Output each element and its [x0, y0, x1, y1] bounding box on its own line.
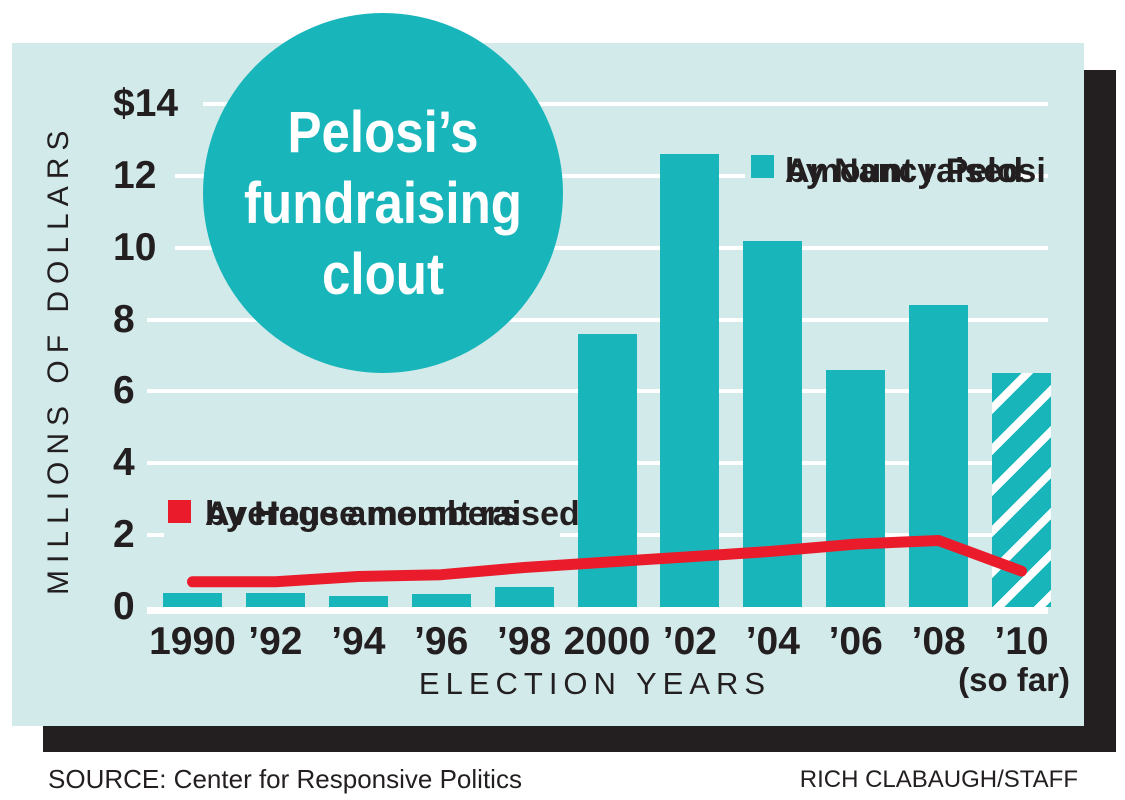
- x-axis-note: (so far): [958, 661, 1070, 698]
- legend-pelosi-line-2: by Nancy Pelosi: [785, 152, 1046, 190]
- legend-pelosi: Amount raised by Nancy Pelosi: [745, 148, 1046, 232]
- title-bubble: Pelosi’s fundraising clout: [203, 13, 563, 373]
- y-tick-label: 4: [113, 441, 135, 485]
- bar-’04: [743, 240, 803, 607]
- y-tick-label: $14: [113, 81, 179, 125]
- y-tick-label: 10: [113, 225, 157, 269]
- source-credit: SOURCE: Center for Responsive Politics: [48, 764, 522, 794]
- x-tick-label: ’02: [662, 620, 717, 663]
- y-tick-label: 8: [113, 297, 135, 341]
- x-tick-label: ’94: [331, 620, 386, 663]
- bar-’10: [992, 373, 1051, 607]
- x-tick-label: ’92: [248, 620, 303, 663]
- gridline-8: [147, 317, 1048, 322]
- bar-’08: [909, 305, 969, 607]
- x-tick-label: 1990: [149, 620, 236, 663]
- bar-’94: [328, 596, 388, 607]
- bar-’98: [494, 587, 554, 607]
- y-axis-title: MILLIONS OF DOLLARS: [42, 123, 75, 595]
- y-tick-label: 6: [113, 369, 135, 413]
- bar-’06: [826, 369, 886, 607]
- title-line-1: Pelosi’s: [287, 100, 479, 165]
- title-line-3: clout: [322, 242, 444, 307]
- legend-house: Average amount raised by House members: [164, 490, 580, 562]
- bar-’96: [411, 594, 471, 607]
- legend-house-line-1: Average amount raised: [205, 495, 580, 533]
- gridline-10: [175, 245, 1048, 250]
- x-tick-label: ’98: [496, 620, 552, 663]
- y-tick-label: 12: [113, 153, 157, 197]
- x-tick-label: 2000: [563, 620, 651, 663]
- legend-pelosi-line-1: Amount raised: [785, 152, 1024, 190]
- bar-1990: [163, 592, 222, 607]
- x-tick-label: ’10: [994, 620, 1049, 663]
- x-tick-label: ’04: [745, 620, 800, 663]
- gridline-0: [147, 607, 1048, 614]
- house-series-swatch: [168, 500, 191, 523]
- bar-2000: [577, 333, 637, 607]
- pelosi-series-swatch: [751, 155, 774, 178]
- y-tick-label: 0: [113, 585, 135, 628]
- gridline-14: [203, 101, 1048, 106]
- title-line-2: fundraising: [244, 171, 522, 236]
- gridline-12: [175, 173, 1048, 178]
- chart-title: Pelosi’s fundraising clout: [225, 13, 542, 310]
- bar-’02: [660, 154, 720, 607]
- legend-house-line-2: by House members: [205, 495, 519, 533]
- bar-’92: [245, 592, 305, 607]
- x-tick-label: ’08: [911, 620, 966, 663]
- y-tick-label: 2: [113, 513, 135, 557]
- x-tick-label: ’06: [828, 620, 883, 663]
- x-tick-label: ’96: [414, 620, 469, 663]
- x-axis-title: ELECTION YEARS: [418, 666, 772, 701]
- artist-credit: RICH CLABAUGH/STAFF: [799, 766, 1078, 793]
